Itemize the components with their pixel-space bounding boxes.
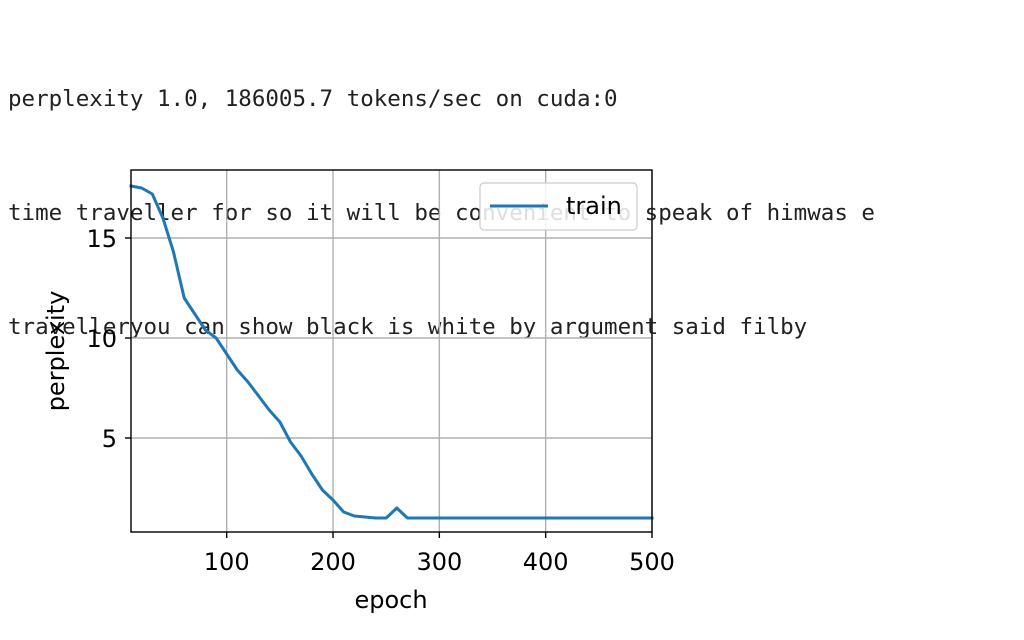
series-line-train xyxy=(129,184,654,520)
plot-frame xyxy=(130,169,653,533)
y-tick-label: 15 xyxy=(86,225,117,253)
legend-label-train: train xyxy=(566,192,622,220)
y-tick-label: 5 xyxy=(102,425,117,453)
x-tick-label: 400 xyxy=(523,548,569,576)
x-tick-label: 200 xyxy=(310,548,356,576)
x-axis-label: epoch xyxy=(354,586,427,614)
y-tick-label: 10 xyxy=(86,325,117,353)
legend-box xyxy=(479,182,638,231)
axis-ticks: 100 200 300 400 500 5 10 15 xyxy=(86,225,674,576)
console-line-status: perplexity 1.0, 186005.7 tokens/sec on c… xyxy=(8,86,618,112)
x-tick-label: 500 xyxy=(629,548,675,576)
legend: train xyxy=(479,182,638,231)
y-axis-label: perplexity xyxy=(42,291,70,412)
x-tick-label: 100 xyxy=(204,548,250,576)
x-tick-label: 300 xyxy=(416,548,462,576)
series-layer xyxy=(129,184,654,520)
